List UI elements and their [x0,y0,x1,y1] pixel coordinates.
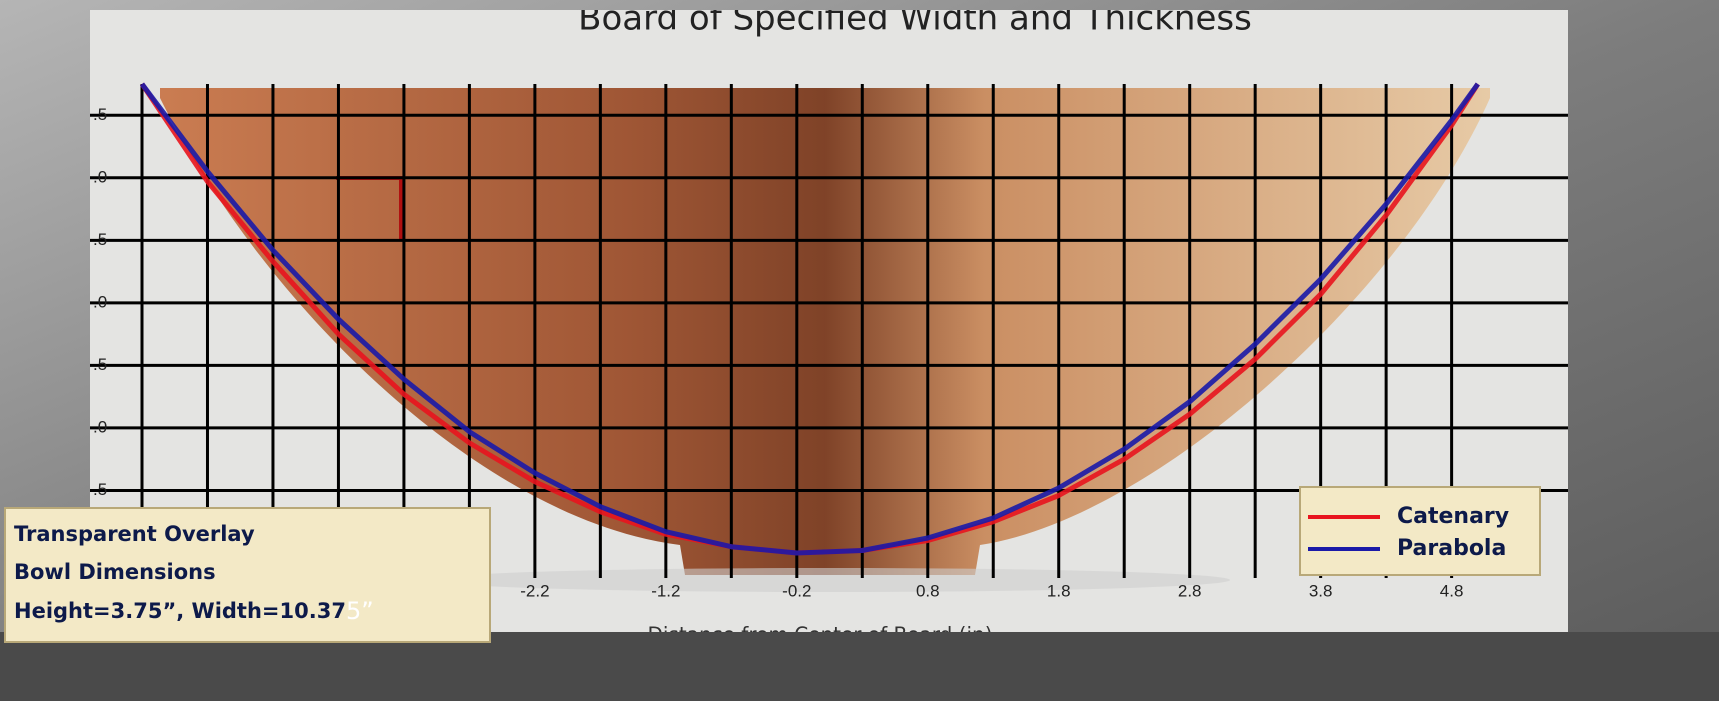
y-tick-label: .0 [93,292,107,311]
info-text: Height=3.75”, Width=10.375” [14,597,374,625]
x-tick-label: 0.8 [916,581,940,600]
y-tick-label: .0 [93,167,107,186]
x-tick-label: 1.8 [1047,581,1071,600]
legend-label: Catenary [1397,504,1509,529]
legend-box [1300,487,1540,575]
x-tick-label: 3.8 [1309,581,1333,600]
info-text: Bowl Dimensions [14,560,216,584]
info-text: Transparent Overlay [14,522,255,546]
y-tick-label: .5 [93,355,107,374]
info-text-tail: 5” [346,597,374,625]
y-tick-label: .5 [93,230,107,249]
slide: Board of Specified Width and Thickness D… [0,0,1719,701]
info-text: Height=3.75”, Width=10.37 [14,599,346,623]
y-tick-label: .0 [93,417,107,436]
y-tick-label: .5 [93,480,107,499]
bowl-shadow [430,568,1230,592]
x-tick-label: -1.2 [651,581,680,600]
y-tick-label: .5 [93,105,107,124]
legend-label: Parabola [1397,536,1506,561]
x-tick-label: 4.8 [1440,581,1464,600]
x-tick-label: 2.8 [1178,581,1202,600]
info-box: Transparent Overlay Bowl Dimensions Heig… [5,508,490,642]
x-tick-label: -0.2 [782,581,811,600]
x-tick-label: -2.2 [520,581,549,600]
